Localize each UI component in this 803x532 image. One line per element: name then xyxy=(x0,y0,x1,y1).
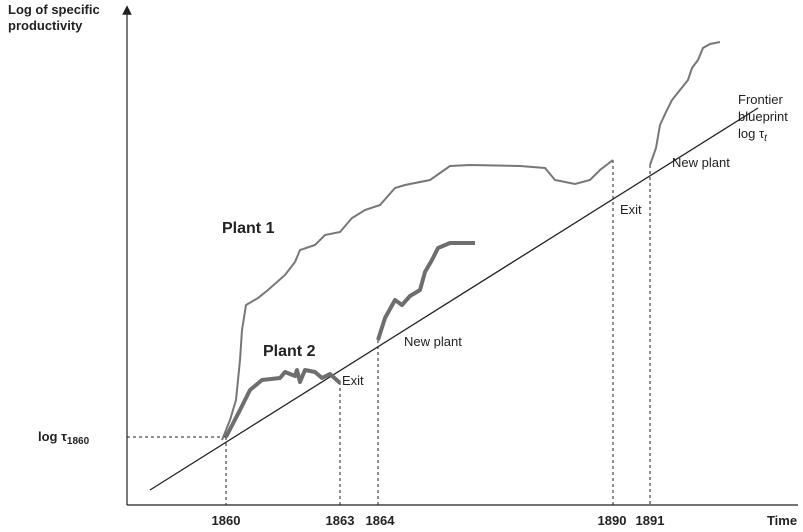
new-plant-1864-curve xyxy=(376,241,475,341)
y-axis-label: productivity xyxy=(8,18,83,33)
exit-label: Exit xyxy=(620,202,642,217)
frontier-label: Frontier xyxy=(738,92,783,107)
new-plant-1891-curve xyxy=(649,41,721,166)
x-tick-label: 1863 xyxy=(326,513,355,528)
y-marker: log τ1860 xyxy=(38,429,90,447)
plant2-label: Plant 2 xyxy=(263,343,316,360)
frontier-label: blueprint xyxy=(738,109,788,124)
frontier-label: log τt xyxy=(738,126,768,144)
y-axis-label: Log of specific xyxy=(8,2,100,17)
plant2-curve xyxy=(224,368,342,438)
x-tick-label: 1891 xyxy=(636,513,665,528)
x-tick-label: 1890 xyxy=(598,513,627,528)
plant1-curve xyxy=(221,159,614,441)
plant1-label: Plant 1 xyxy=(222,220,275,237)
x-tick-label: 1864 xyxy=(366,513,396,528)
new-plant-label: New plant xyxy=(672,155,730,170)
x-tick-label: 1860 xyxy=(212,513,241,528)
dashed-guides xyxy=(127,160,651,505)
exit-label: Exit xyxy=(342,373,364,388)
x-axis-label: Time xyxy=(767,513,797,528)
new-plant-label: New plant xyxy=(404,334,462,349)
frontier-line xyxy=(149,107,759,491)
